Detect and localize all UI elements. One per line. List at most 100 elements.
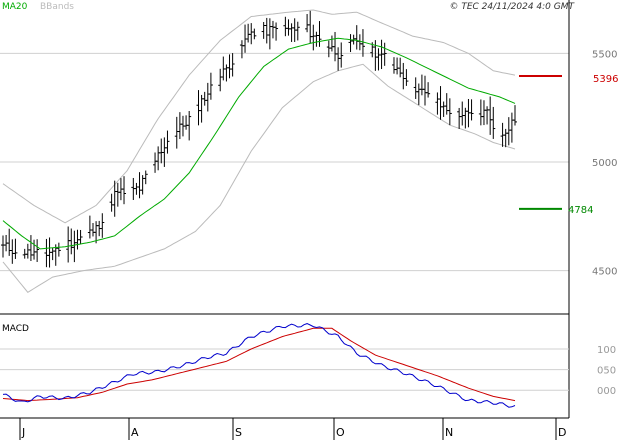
ohlc-bar <box>354 25 359 50</box>
ohlc-bar <box>177 112 182 140</box>
ohlc-bar <box>481 100 486 126</box>
time-tick-label: A <box>131 426 139 439</box>
ohlc-bar <box>488 96 493 135</box>
ohlc-bar <box>339 42 344 68</box>
macd-title: MACD <box>2 324 29 334</box>
ohlc-bar <box>249 23 254 45</box>
ohlc-bar <box>270 20 275 39</box>
ohlc-bar <box>413 77 418 99</box>
ohlc-bar <box>509 112 514 143</box>
ohlc-bar <box>444 93 449 115</box>
ma20-line <box>2 37 516 250</box>
price-gridlines <box>0 52 569 272</box>
ohlc-bars <box>1 10 517 268</box>
ohlc-bar <box>72 230 77 263</box>
ohlc-bar <box>28 235 33 262</box>
ohlc-bar <box>329 35 334 52</box>
ohlc-bar <box>137 172 142 199</box>
ohlc-bar <box>447 98 452 126</box>
ohlc-bar <box>90 223 95 237</box>
price-axis: 4500 5000 5500 <box>592 49 617 277</box>
ohlc-bar <box>395 57 400 75</box>
time-tick-label: D <box>558 426 566 439</box>
ohlc-bar <box>391 57 396 74</box>
price-tick-label: 5000 <box>592 158 617 169</box>
bb-upper-line <box>2 9 516 224</box>
ohlc-bar <box>56 242 61 257</box>
ohlc-bar <box>308 10 313 44</box>
ohlc-bar <box>286 19 291 36</box>
ohlc-bar <box>261 21 266 39</box>
ohlc-bar <box>184 115 189 130</box>
ohlc-bar <box>457 107 462 129</box>
macd-tick-label: 100 <box>597 345 616 356</box>
ohlc-bar <box>311 24 316 51</box>
ohlc-bar <box>221 56 226 81</box>
ohlc-bar <box>224 64 229 82</box>
ohlc-bar <box>435 92 440 115</box>
price-panel-frame <box>0 0 570 418</box>
time-tick-label: S <box>235 426 242 439</box>
ohlc-bar <box>205 82 210 112</box>
ohlc-bar <box>143 170 148 185</box>
ohlc-bar <box>423 75 428 106</box>
ohlc-bar <box>336 47 341 71</box>
time-tick-label: J <box>21 426 25 439</box>
ohlc-bar <box>7 228 12 256</box>
ohlc-bar <box>426 82 431 98</box>
ohlc-bar <box>506 117 511 146</box>
ohlc-bar <box>404 69 409 86</box>
ohlc-bar <box>156 146 161 171</box>
macd-axis: 100 050 000 <box>597 345 616 397</box>
ohlc-bar <box>416 83 421 106</box>
ohlc-bar <box>1 235 5 258</box>
ohlc-bar <box>357 34 362 51</box>
ohlc-bar <box>360 29 365 57</box>
ohlc-bar <box>153 152 158 173</box>
ohlc-bar <box>25 243 30 259</box>
ohlc-bar <box>274 22 279 41</box>
ohlc-bar <box>382 42 387 66</box>
macd-signal-line <box>2 327 516 402</box>
ohlc-bar <box>13 238 18 259</box>
ohlc-bar <box>196 90 201 126</box>
ma20-legend: MA20 <box>2 2 28 12</box>
price-tick-label: 5500 <box>592 49 617 60</box>
ohlc-bar <box>115 182 120 207</box>
ohlc-bar <box>252 28 257 40</box>
ohlc-bar <box>78 229 83 245</box>
ohlc-bar <box>208 72 213 100</box>
price-tick-label: 4500 <box>592 267 617 278</box>
ohlc-bar <box>159 138 164 164</box>
ohlc-bar <box>438 86 443 120</box>
ohlc-bar <box>485 106 490 125</box>
ohlc-bar <box>283 16 288 37</box>
ohlc-bar <box>174 116 179 149</box>
bbands-legend: BBands <box>40 2 74 12</box>
time-tick-label: N <box>445 426 453 439</box>
ohlc-bar <box>267 18 272 50</box>
ohlc-bar <box>134 182 139 195</box>
ohlc-bar <box>218 68 223 92</box>
ohlc-bar <box>202 91 207 106</box>
ohlc-bar <box>419 74 424 96</box>
bb-lower-line <box>2 63 516 293</box>
ohlc-bar <box>376 48 381 71</box>
ohlc-bar <box>10 239 15 264</box>
ohlc-bar <box>32 239 37 260</box>
support-label: 4784 <box>568 205 593 216</box>
ohlc-bar <box>227 54 232 79</box>
ohlc-bar <box>230 53 235 77</box>
ohlc-bar <box>398 57 403 78</box>
ohlc-bar <box>50 247 55 261</box>
ohlc-bar <box>503 128 508 148</box>
ohlc-bar <box>460 101 465 126</box>
ohlc-bar <box>122 176 127 205</box>
ohlc-bar <box>246 23 251 43</box>
ohlc-bar <box>44 238 49 268</box>
resistance-label: 5396 <box>593 74 618 85</box>
ohlc-bar <box>109 193 114 212</box>
macd-tick-label: 000 <box>597 386 616 397</box>
